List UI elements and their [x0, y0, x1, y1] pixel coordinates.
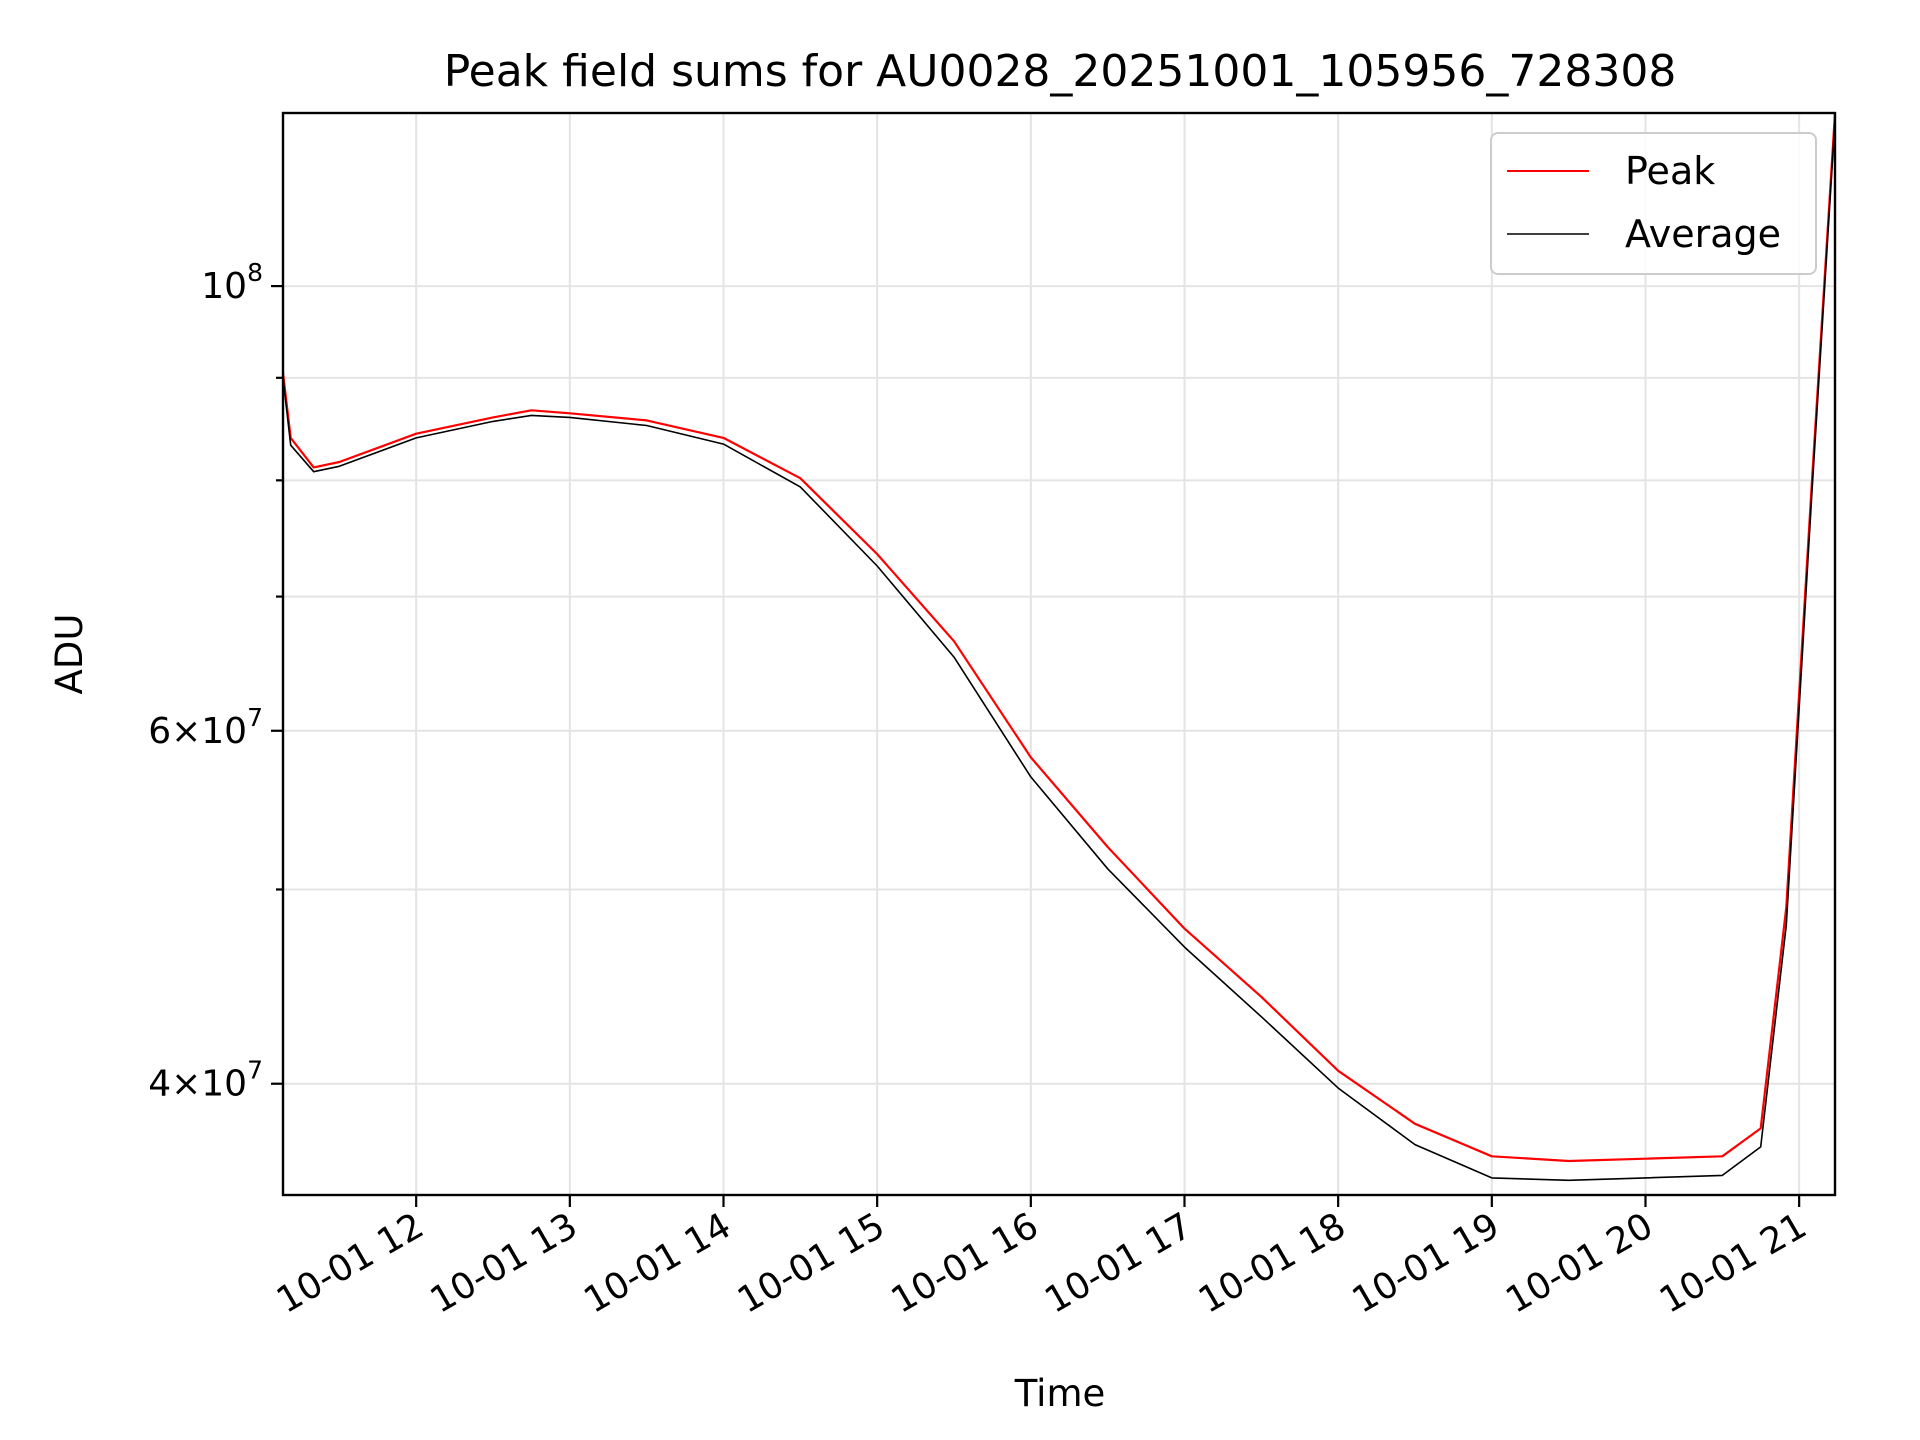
- plot-frame: [281, 111, 1837, 1197]
- legend-box: [1490, 132, 1817, 275]
- y-tick-label-2: 108: [201, 258, 263, 307]
- y-tick-label-0: 4×107: [148, 1056, 263, 1105]
- y-axis-label: ADU: [48, 614, 91, 695]
- series-peak-line: [281, 112, 1837, 1163]
- series-layer: [281, 112, 1837, 1182]
- legend-average-label: Average: [1625, 212, 1781, 256]
- y-axis-ticks: 4×107 6×107 108: [148, 258, 283, 1105]
- x-axis-label: Time: [1014, 1372, 1106, 1415]
- series-average-line: [282, 120, 1836, 1182]
- y-tick-label-1: 6×107: [148, 703, 263, 752]
- legend: Peak Average: [1490, 132, 1817, 275]
- chart-title: Peak field sums for AU0028_20251001_1059…: [444, 46, 1677, 97]
- legend-peak-label: Peak: [1625, 149, 1715, 193]
- grid-layer: [283, 113, 1835, 1195]
